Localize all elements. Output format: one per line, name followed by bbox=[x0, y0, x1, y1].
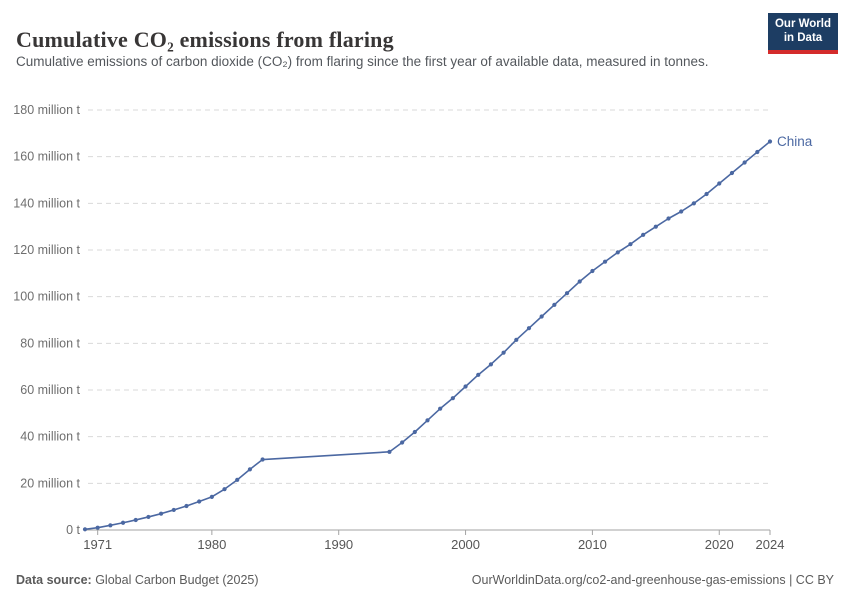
data-point[interactable] bbox=[539, 314, 544, 319]
data-point[interactable] bbox=[590, 268, 595, 274]
data-point[interactable] bbox=[450, 396, 455, 401]
chart-svg: 0 t 20 million t 40 million t 60 million t 8… bbox=[13, 103, 813, 552]
x-tick-label: 1980 bbox=[197, 537, 226, 552]
x-tick-label: 1990 bbox=[324, 537, 353, 552]
data-source-label: Data source: bbox=[16, 573, 92, 587]
owid-logo[interactable]: Our World in Data bbox=[768, 13, 838, 54]
data-point[interactable] bbox=[400, 440, 405, 445]
y-tick-label: 20 million t bbox=[20, 476, 80, 490]
data-point[interactable] bbox=[476, 372, 481, 377]
data-point[interactable] bbox=[133, 517, 138, 523]
data-point[interactable] bbox=[628, 242, 633, 247]
data-point[interactable] bbox=[412, 429, 417, 435]
y-tick-label: 180 million t bbox=[13, 103, 80, 117]
data-point[interactable] bbox=[577, 279, 582, 284]
owid-logo-line1: Our World bbox=[774, 18, 831, 30]
data-point[interactable] bbox=[425, 418, 430, 423]
data-point[interactable] bbox=[438, 406, 443, 411]
footer: Data source: Global Carbon Budget (2025)… bbox=[16, 573, 834, 587]
page-title: Cumulative CO₂ emissions from flaring bbox=[16, 26, 394, 52]
x-tick-label: 2020 bbox=[705, 537, 734, 552]
data-source: Data source: Global Carbon Budget (2025) bbox=[16, 573, 259, 587]
data-point[interactable] bbox=[108, 523, 113, 528]
data-point[interactable] bbox=[552, 302, 557, 307]
data-point[interactable] bbox=[209, 494, 214, 499]
page-subtitle: Cumulative emissions of carbon dioxide (… bbox=[16, 54, 709, 69]
citation[interactable]: OurWorldinData.org/co2-and-greenhouse-ga… bbox=[471, 573, 834, 587]
data-point[interactable] bbox=[260, 457, 265, 462]
data-point[interactable] bbox=[767, 139, 773, 144]
y-tick-label: 120 million t bbox=[13, 243, 80, 257]
data-line-china[interactable] bbox=[84, 140, 771, 531]
data-point[interactable] bbox=[514, 337, 519, 342]
data-point[interactable] bbox=[691, 201, 696, 206]
data-point[interactable] bbox=[387, 449, 392, 454]
data-point[interactable] bbox=[146, 514, 151, 520]
data-point[interactable] bbox=[666, 216, 671, 221]
data-source-value: Global Carbon Budget (2025) bbox=[91, 573, 259, 587]
y-tick-label: 40 million t bbox=[20, 430, 80, 444]
data-point[interactable] bbox=[488, 362, 494, 367]
chart-area: 0 t 20 million t 40 million t 60 million t 8… bbox=[0, 95, 850, 565]
y-tick-label: 160 million t bbox=[13, 150, 80, 164]
x-tick-label: 1971 bbox=[83, 537, 112, 552]
data-point[interactable] bbox=[602, 259, 608, 264]
x-tick-label: 2024 bbox=[756, 537, 785, 552]
x-tick-label: 2010 bbox=[578, 537, 607, 552]
data-point[interactable] bbox=[159, 511, 164, 516]
data-point[interactable] bbox=[222, 487, 227, 492]
series-end-label[interactable]: China bbox=[777, 134, 813, 149]
data-point[interactable] bbox=[82, 527, 88, 532]
data-point[interactable] bbox=[717, 181, 722, 186]
data-point[interactable] bbox=[235, 477, 240, 482]
data-point[interactable] bbox=[653, 224, 658, 229]
owid-logo-line2: in Data bbox=[783, 32, 823, 45]
data-point[interactable] bbox=[184, 503, 189, 509]
x-tick-label: 2000 bbox=[451, 537, 480, 552]
data-point[interactable] bbox=[641, 232, 646, 237]
data-point[interactable] bbox=[247, 467, 253, 472]
y-tick-label: 0 t bbox=[66, 523, 80, 537]
data-point[interactable] bbox=[704, 191, 709, 197]
data-point[interactable] bbox=[197, 499, 202, 504]
y-tick-label: 60 million t bbox=[20, 383, 80, 397]
data-point[interactable] bbox=[463, 384, 468, 389]
data-point[interactable] bbox=[501, 350, 506, 355]
y-tick-label: 140 million t bbox=[13, 196, 80, 210]
data-point[interactable] bbox=[679, 209, 684, 214]
data-point[interactable] bbox=[742, 160, 747, 165]
y-tick-label: 80 million t bbox=[20, 336, 80, 350]
data-point[interactable] bbox=[729, 170, 735, 176]
data-point[interactable] bbox=[564, 291, 570, 296]
y-tick-label: 100 million t bbox=[13, 290, 80, 304]
data-point[interactable] bbox=[526, 326, 532, 331]
data-point[interactable] bbox=[755, 149, 760, 155]
data-point[interactable] bbox=[171, 507, 176, 513]
data-point[interactable] bbox=[120, 520, 126, 525]
data-point[interactable] bbox=[95, 525, 100, 530]
data-point[interactable] bbox=[615, 250, 620, 255]
